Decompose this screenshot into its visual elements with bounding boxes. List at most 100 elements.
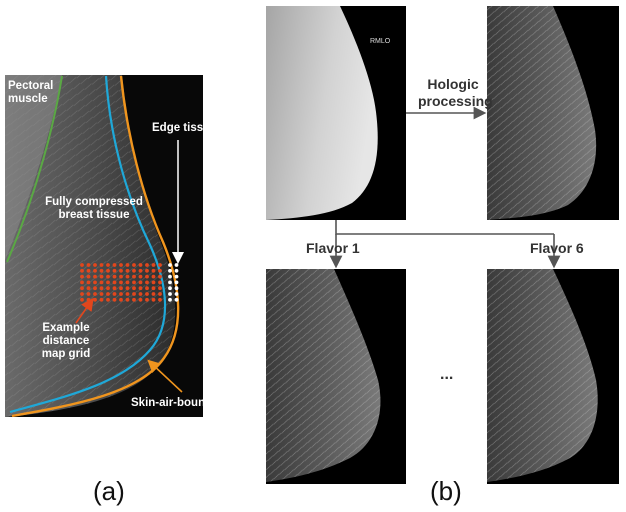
grid-dot (151, 268, 156, 273)
edge-dot (174, 280, 179, 285)
grid-dot (151, 274, 156, 279)
grid-dot (80, 297, 84, 302)
grid-dot (158, 280, 162, 285)
grid-dot (99, 268, 104, 273)
grid-dot (151, 292, 156, 296)
edge-dot (174, 268, 179, 273)
grid-dot (145, 292, 149, 296)
grid-dot (99, 280, 104, 285)
flavor-6-label: Flavor 6 (530, 240, 584, 256)
inner-boundary-line (9, 75, 167, 414)
grid-dot (125, 292, 130, 296)
grid-dot (145, 297, 149, 302)
edge-tissue-label: Edge tissue (152, 122, 217, 134)
edge-dot (174, 292, 179, 296)
flavor-branch-line (335, 220, 554, 235)
grid-dot (86, 286, 91, 291)
grid-dot (125, 263, 130, 267)
grid-dot (125, 297, 130, 302)
grid-dot (138, 268, 143, 273)
grid-dot (145, 268, 149, 273)
grid-dot (158, 292, 162, 296)
grid-dot (112, 263, 117, 267)
grid-dot (145, 274, 149, 279)
compressed-tissue-label: Fully compressed breast tissue (45, 196, 143, 221)
edge-dot (168, 274, 172, 279)
grid-dot (158, 274, 162, 279)
flavor-1-label: Flavor 1 (306, 240, 360, 256)
grid-dot (80, 268, 84, 273)
grid-dot (132, 286, 136, 291)
edge-dot (168, 286, 172, 291)
grid-dot (145, 263, 149, 267)
grid-dot (86, 297, 91, 302)
grid-dot (151, 286, 156, 291)
skin-air-label: Skin-air-boundary (131, 397, 230, 409)
grid-dot (151, 297, 156, 302)
grid-dot (119, 280, 123, 285)
grid-dot (138, 286, 143, 291)
edge-dot (168, 268, 172, 273)
grid-dot (99, 263, 104, 267)
grid-dot (119, 263, 123, 267)
grid-dot (86, 292, 91, 296)
edge-dot (174, 286, 179, 291)
grid-dot (132, 263, 136, 267)
grid-dot (151, 263, 156, 267)
grid-dot (86, 268, 91, 273)
grid-dot (93, 286, 97, 291)
grid-dot (138, 280, 143, 285)
grid-dot (86, 280, 91, 285)
grid-dot (106, 268, 110, 273)
grid-dot (112, 292, 117, 296)
grid-dot (158, 268, 162, 273)
grid-dot (138, 292, 143, 296)
flavor-6-image (487, 269, 619, 484)
grid-dot (151, 280, 156, 285)
edge-dot (174, 263, 179, 267)
grid-dot (119, 274, 123, 279)
grid-dot (125, 268, 130, 273)
skin-boundary-line (11, 75, 180, 418)
grid-label: Example distance map grid (41, 322, 91, 360)
grid-dot (80, 280, 84, 285)
grid-dot (112, 268, 117, 273)
grid-dot (132, 280, 136, 285)
edge-dot (174, 274, 179, 279)
edge-dot (168, 263, 172, 267)
grid-dot (93, 263, 97, 267)
grid-dot (80, 274, 84, 279)
grid-dot (106, 274, 110, 279)
grid-dot (106, 280, 110, 285)
rmlo-tag: RMLO (370, 38, 391, 45)
grid-dot (93, 268, 97, 273)
grid-dot (93, 292, 97, 296)
grid-dot (80, 292, 84, 296)
grid-dot (112, 286, 117, 291)
grid-dot (86, 274, 91, 279)
grid-dot (138, 263, 143, 267)
edge-dot (168, 280, 172, 285)
raw-mammogram-image (266, 6, 406, 220)
grid-dot (145, 280, 149, 285)
grid-dot (86, 263, 91, 267)
grid-dot (145, 286, 149, 291)
grid-dot (119, 292, 123, 296)
grid-dot (112, 297, 117, 302)
grid-dot (106, 286, 110, 291)
grid-dot (119, 297, 123, 302)
pectoral-muscle-label: Pectoral muscle (8, 80, 54, 105)
grid-dot (99, 286, 104, 291)
grid-dot (132, 297, 136, 302)
grid-dot (93, 274, 97, 279)
panel-a-label: (a) (93, 476, 125, 506)
grid-dot (138, 297, 143, 302)
grid-arrow (75, 297, 94, 324)
hologic-processed-image (487, 6, 619, 220)
grid-dot (112, 280, 117, 285)
grid-dot (99, 274, 104, 279)
edge-dot (168, 292, 172, 296)
annotated-mammogram (5, 75, 203, 417)
grid-dot (106, 263, 110, 267)
grid-dot (125, 286, 130, 291)
